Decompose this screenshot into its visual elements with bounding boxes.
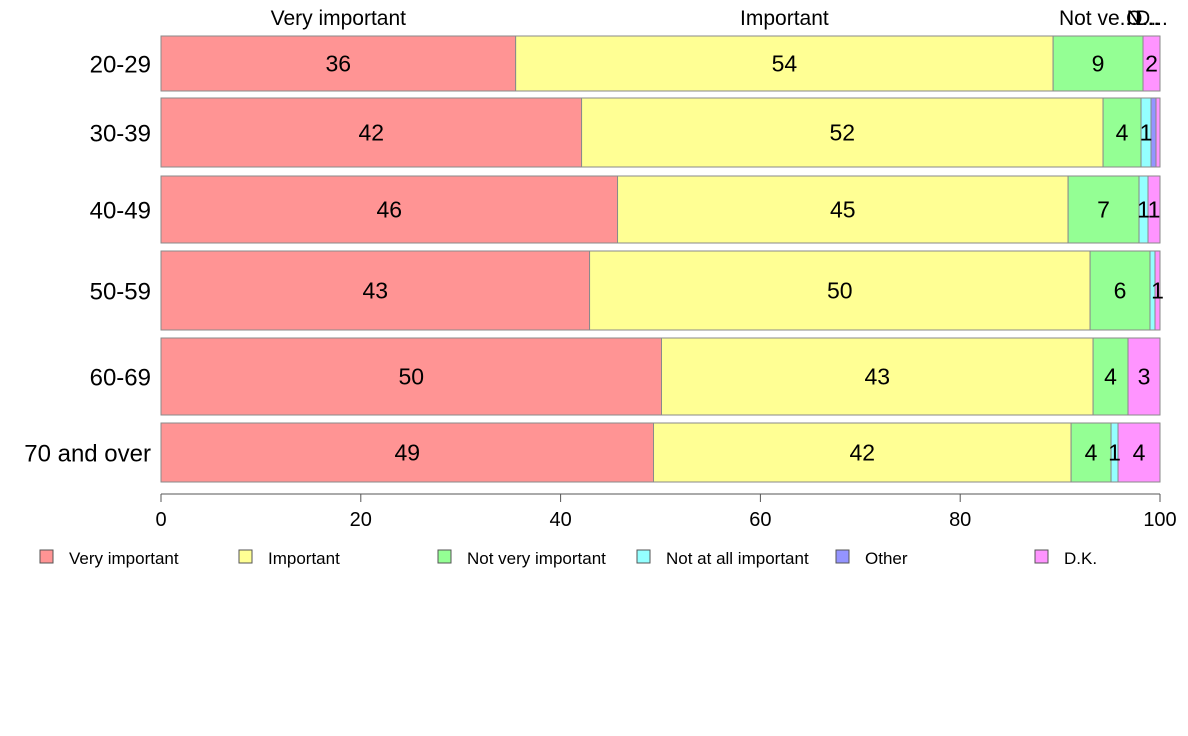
- x-tick-label: 0: [155, 509, 166, 531]
- category-label: 60-69: [90, 365, 151, 392]
- bar-value-label: 49: [394, 440, 420, 466]
- x-tick-label: 20: [350, 509, 372, 531]
- bar-segment: [160, 97, 583, 168]
- legend-item: Other: [835, 549, 908, 568]
- bar-value-label: 1: [1137, 197, 1150, 223]
- bar-value-label: 1: [1151, 278, 1164, 304]
- top-series-label: Important: [740, 7, 829, 30]
- legend-item: Important: [238, 549, 340, 568]
- top-series-label: D...: [1135, 7, 1168, 30]
- x-tick-label: 60: [749, 509, 771, 531]
- bar-segment: [581, 97, 1104, 168]
- legend-label: D.K.: [1064, 549, 1097, 568]
- bar-value-label: 43: [362, 278, 388, 304]
- legend: Very important Important Not very importan…: [39, 549, 1097, 568]
- legend-swatch: [636, 549, 651, 564]
- bar-segment: [160, 422, 655, 483]
- legend-item: Not at all important: [636, 549, 809, 568]
- legend-label: Other: [865, 549, 908, 568]
- bar-value-label: 45: [830, 197, 856, 223]
- bar-segment: [1117, 422, 1161, 483]
- bar-value-label: 1: [1148, 197, 1161, 223]
- x-tick-label: 100: [1143, 509, 1176, 531]
- bar-value-label: 50: [398, 364, 424, 390]
- bar-value-label: 9: [1092, 51, 1105, 77]
- x-tick-label: 80: [949, 509, 971, 531]
- bar-segment: [160, 337, 662, 416]
- bar-value-label: 43: [864, 364, 890, 390]
- bar-segment: [515, 35, 1054, 92]
- bar-value-label: 46: [376, 197, 402, 223]
- legend-swatch: [835, 549, 850, 564]
- bar-segment: [1147, 175, 1161, 244]
- top-series-label: Very important: [271, 7, 407, 30]
- bar-segment: [1155, 97, 1161, 168]
- bar-value-label: 54: [772, 51, 798, 77]
- bar-value-label: 4: [1116, 120, 1129, 146]
- x-tick-label: 40: [549, 509, 571, 531]
- bar-segment: [160, 35, 517, 92]
- legend-label: Important: [268, 549, 340, 568]
- category-labels-layer: 20-29 30-39 40-49 50-59 60-69 70 and over: [24, 52, 151, 468]
- bar-value-label: 42: [850, 440, 876, 466]
- legend-label: Very important: [69, 549, 179, 568]
- legend-swatch: [437, 549, 452, 564]
- category-label: 20-29: [90, 52, 151, 79]
- category-label: 70 and over: [24, 441, 151, 468]
- top-series-label: N...: [1127, 7, 1160, 30]
- bar-segment: [1092, 337, 1129, 416]
- bar-value-label: 4: [1085, 440, 1098, 466]
- legend-item: Very important: [39, 549, 179, 568]
- bar-segment: [1052, 35, 1144, 92]
- bar-value-label: 42: [358, 120, 384, 146]
- legend-swatch: [1034, 549, 1049, 564]
- bar-value-label: 3: [1138, 364, 1151, 390]
- bar-value-label: 36: [326, 51, 352, 77]
- bar-segment: [1089, 250, 1151, 331]
- bar-value-label: 50: [827, 278, 853, 304]
- bar-value-label: 4: [1133, 440, 1146, 466]
- bar-value-label: 1: [1140, 120, 1153, 146]
- top-series-label: O...: [1126, 7, 1160, 30]
- bar-segment: [160, 250, 591, 331]
- legend-item: Not very important: [437, 549, 606, 568]
- bar-value-label: 52: [830, 120, 856, 146]
- bars-layer: [160, 35, 1161, 483]
- bar-value-label: 1: [1108, 440, 1121, 466]
- bar-segment: [1127, 337, 1161, 416]
- bar-segment: [589, 250, 1091, 331]
- bar-value-label: 4: [1104, 364, 1117, 390]
- bar-segment: [660, 337, 1094, 416]
- bar-segment: [1102, 97, 1142, 168]
- legend-label: Not at all important: [666, 549, 809, 568]
- legend-swatch: [238, 549, 253, 564]
- top-labels-layer: Very important Important Not ve...N...O...…: [271, 7, 1168, 30]
- bar-segment: [1067, 175, 1140, 244]
- bar-value-label: 2: [1145, 51, 1158, 77]
- bar-segment: [1154, 250, 1161, 331]
- legend-swatch: [39, 549, 54, 564]
- bar-value-label: 6: [1114, 278, 1127, 304]
- bar-segment: [617, 175, 1069, 244]
- bar-segment: [653, 422, 1072, 483]
- bar-segment: [1142, 35, 1161, 92]
- category-label: 40-49: [90, 198, 151, 225]
- legend-item: D.K.: [1034, 549, 1097, 568]
- x-axis: 0 20 40 60 80 100: [155, 493, 1177, 531]
- category-label: 30-39: [90, 121, 151, 148]
- category-label: 50-59: [90, 279, 151, 306]
- bar-segment: [1070, 422, 1112, 483]
- legend-label: Not very important: [467, 549, 606, 568]
- bar-segment: [160, 175, 619, 244]
- top-series-label: Not ve...: [1059, 7, 1137, 30]
- bar-value-label: 7: [1097, 197, 1110, 223]
